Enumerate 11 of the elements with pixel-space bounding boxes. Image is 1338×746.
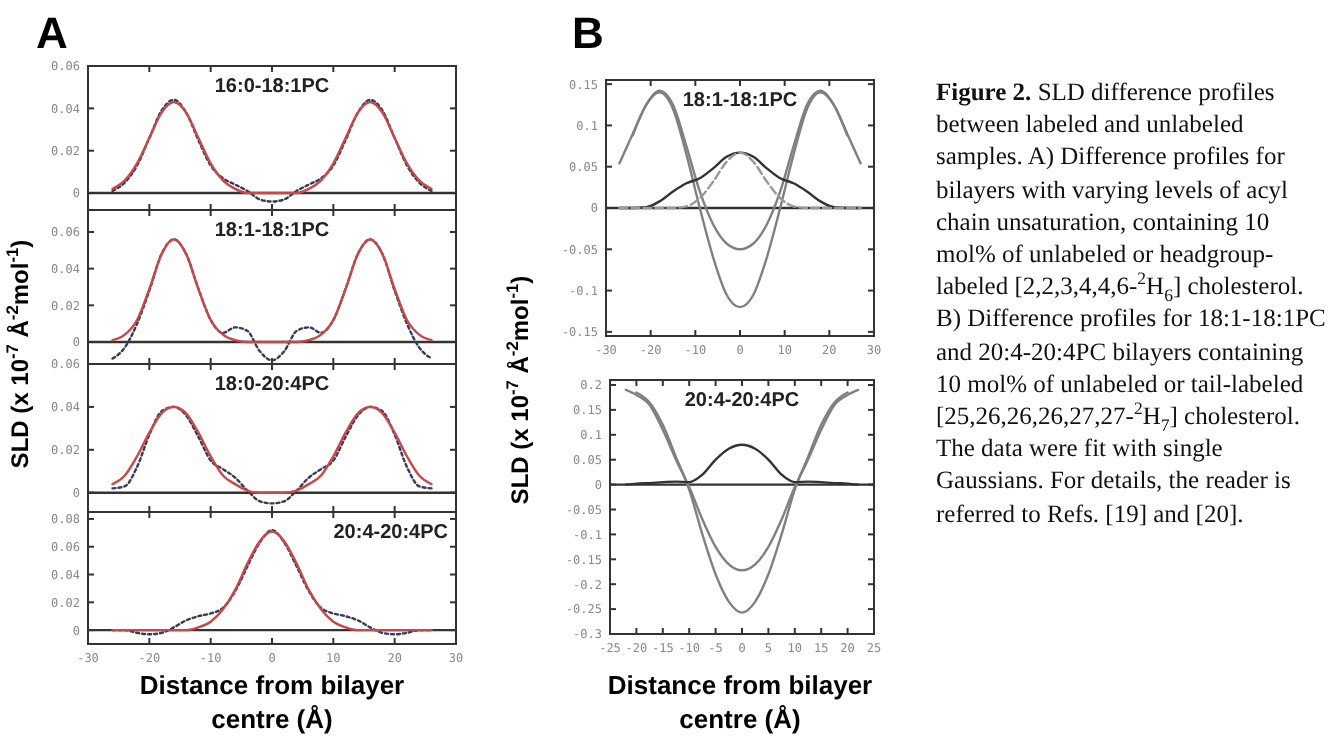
x-axis-title: Distance from bilayer centre (Å)	[139, 670, 405, 734]
text: A	[36, 8, 68, 58]
text: 16:0-18:1PC	[214, 76, 330, 98]
text: 18:1-18:1PC	[214, 220, 330, 242]
text: B	[572, 8, 604, 58]
caption: Figure 2.	[936, 78, 1032, 106]
text: 20:4-20:4PC	[333, 522, 448, 544]
text: 20:4-20:4PC	[684, 390, 800, 412]
text: 18:0-20:4PC	[214, 374, 330, 396]
text: 18:1-18:1PC	[682, 90, 798, 112]
x-axis-title: Distance from bilayer centre (Å)	[607, 670, 873, 734]
